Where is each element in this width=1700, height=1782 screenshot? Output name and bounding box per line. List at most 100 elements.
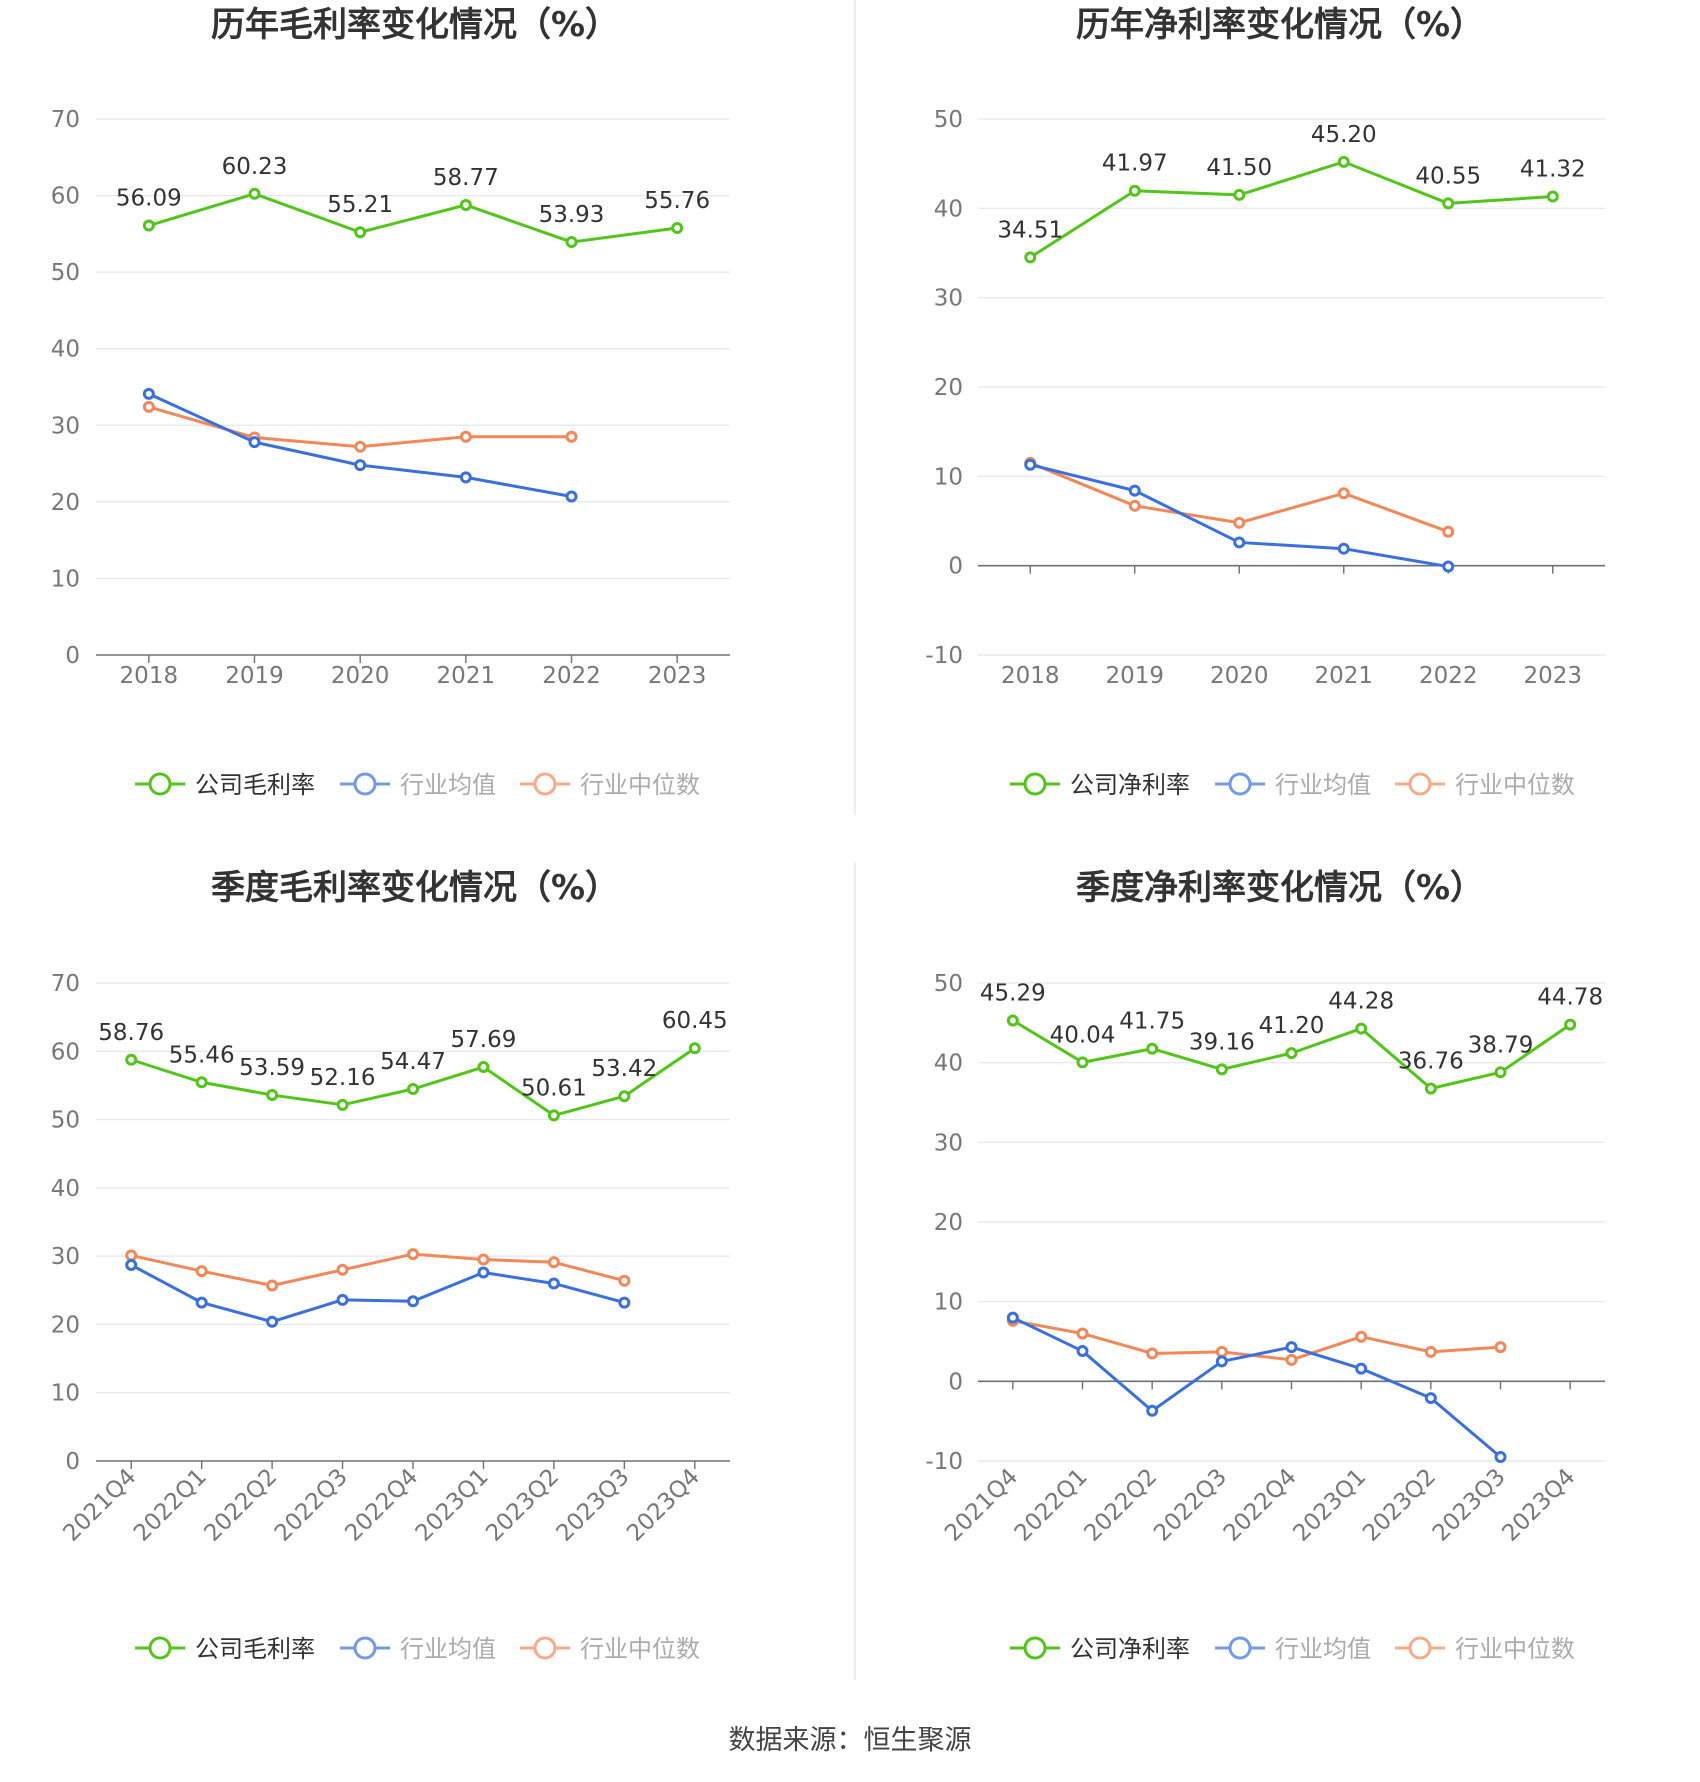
x-tick-label: 2022 [542,663,601,689]
data-point-average [248,436,261,449]
data-label: 54.47 [380,1049,446,1075]
legend-marker [533,772,557,796]
data-point-average [1337,542,1350,555]
data-point-company [266,1089,279,1102]
y-tick-label: 30 [51,413,80,439]
data-label: 53.59 [239,1055,305,1081]
data-point-average [547,1277,560,1290]
x-tick-label: 2022 [1419,663,1478,689]
chart-title: 季度毛利率变化情况（%） [211,868,619,908]
data-label: 53.93 [539,202,605,228]
data-point-company [459,198,472,211]
data-point-average [1233,536,1246,549]
data-label: 55.46 [169,1042,235,1068]
data-label: 60.45 [662,1008,728,1034]
legend-label: 公司净利率 [1070,1635,1190,1663]
y-tick-label: 60 [51,184,80,210]
data-label: 57.69 [451,1027,517,1053]
data-point-median [618,1274,631,1287]
data-point-company [547,1109,560,1122]
y-tick-label: 50 [934,971,963,997]
data-point-company [1564,1018,1577,1031]
legend-label: 行业中位数 [1455,771,1575,799]
y-tick-label: 0 [65,1449,80,1475]
legend-marker [1408,1636,1432,1660]
data-point-average [1146,1404,1159,1417]
legend-marker [148,772,172,796]
legend-marker [148,1636,172,1660]
data-point-company [125,1053,138,1066]
data-point-median [125,1249,138,1262]
chart-panel-1: 历年毛利率变化情况（%） 70 60 50 40 30 20 10 0 2018 2019 2020 2… [51,5,730,799]
y-tick-label: -10 [925,643,963,669]
data-point-company [671,222,684,235]
data-point-average [1285,1341,1298,1354]
y-tick-label: -10 [925,1449,963,1475]
data-label: 56.09 [116,186,182,212]
y-tick-label: 20 [934,1210,963,1236]
data-label: 58.77 [433,165,499,191]
x-tick-label: 2023Q1 [1288,1464,1371,1547]
chart-title: 季度净利率变化情况（%） [1076,868,1484,908]
data-point-average [459,471,472,484]
legend-marker [1228,772,1252,796]
y-tick-label: 10 [51,1381,80,1407]
legend-marker [1023,1636,1047,1660]
x-tick-label: 2022Q4 [340,1464,423,1547]
data-point-median [1494,1341,1507,1354]
data-point-company [1546,190,1559,203]
series-line-median [130,1252,625,1288]
x-tick-label: 2019 [1105,663,1164,689]
y-tick-label: 10 [934,464,963,490]
legend-label: 公司净利率 [1070,771,1190,799]
legend-label: 行业均值 [1275,771,1371,799]
data-point-average [1128,484,1141,497]
data-point-median [547,1256,560,1269]
data-point-average [336,1293,349,1306]
data-label: 39.16 [1189,1029,1255,1055]
data-point-company [477,1061,490,1074]
data-point-median [142,400,155,413]
x-tick-label: 2022Q1 [129,1464,212,1547]
data-point-median [1146,1347,1159,1360]
data-point-company [1355,1022,1368,1035]
data-point-median [565,430,578,443]
y-tick-label: 30 [934,1130,963,1156]
data-point-average [1442,560,1455,573]
chart-panel-2: 历年净利率变化情况（%） 50 40 30 20 10 0 -10 2018 2019 2020 20… [925,5,1605,799]
data-point-company [688,1042,701,1055]
y-tick-label: 50 [51,260,80,286]
legend-item-company: 公司净利率 [1010,1635,1190,1663]
y-tick-label: 40 [934,1051,963,1077]
data-label: 41.97 [1102,151,1168,177]
data-label: 44.78 [1537,985,1603,1011]
data-point-company [565,236,578,249]
data-label: 53.42 [591,1056,657,1082]
data-point-average [1006,1311,1019,1324]
legend-item-average: 行业均值 [340,771,496,799]
y-tick-label: 10 [51,566,80,592]
legend-marker [1023,772,1047,796]
legend-item-average: 行业均值 [1215,771,1371,799]
series-line-median [1012,1319,1501,1362]
data-point-median [336,1263,349,1276]
legend-label: 行业中位数 [1455,1635,1575,1663]
legend-label: 公司毛利率 [195,771,315,799]
data-point-average [266,1315,279,1328]
legend-label: 行业均值 [400,771,496,799]
x-tick-label: 2018 [120,663,179,689]
y-tick-label: 0 [948,1369,963,1395]
y-tick-label: 20 [51,490,80,516]
data-label: 44.28 [1328,989,1394,1015]
data-label: 40.04 [1050,1022,1116,1048]
data-label: 55.76 [644,188,710,214]
x-tick-label: 2022Q3 [1149,1464,1232,1547]
x-tick-label: 2020 [331,663,390,689]
data-label: 45.20 [1311,122,1377,148]
x-tick-label: 2020 [1210,663,1269,689]
legend-marker [1408,772,1432,796]
data-point-median [1215,1345,1228,1358]
data-point-median [1355,1330,1368,1343]
data-point-average [1494,1451,1507,1464]
data-label: 36.76 [1398,1048,1464,1074]
